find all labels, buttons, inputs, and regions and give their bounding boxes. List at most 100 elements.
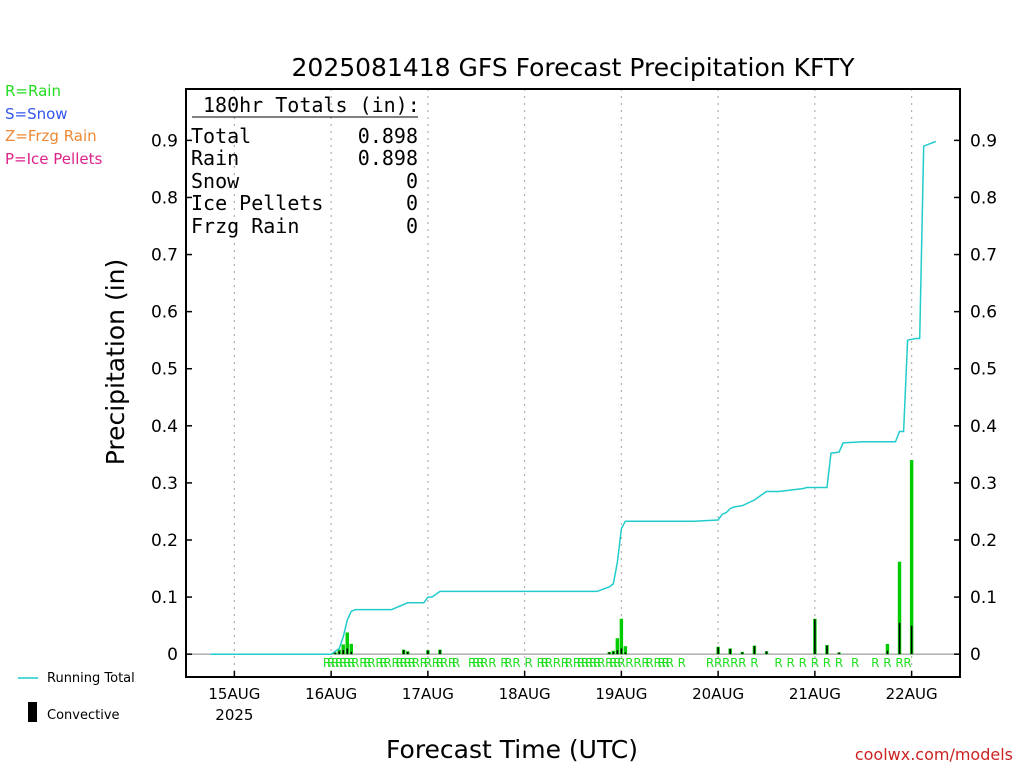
ptype-mark-62: R bbox=[706, 656, 714, 670]
ptype-mark-0: R bbox=[323, 656, 331, 670]
y-tick-label-right-4: 0.4 bbox=[970, 417, 997, 437]
convective-bar-14 bbox=[717, 647, 719, 655]
totals-value-rain: 0.898 bbox=[358, 146, 418, 170]
totals-label-total: Total bbox=[191, 124, 251, 148]
ptype-mark-40: R bbox=[561, 656, 569, 670]
legend-running-total-label: Running Total bbox=[47, 671, 135, 686]
ptype-mark-72: R bbox=[823, 656, 831, 670]
ptype-mark-35: R bbox=[524, 656, 532, 670]
totals-header: 180hr Totals (in): bbox=[203, 93, 420, 117]
ptype-mark-24: R bbox=[440, 656, 448, 670]
y-tick-label-left-1: 0.1 bbox=[151, 588, 178, 608]
convective-bar-11 bbox=[616, 650, 619, 655]
y-tick-label-left-7: 0.7 bbox=[151, 246, 178, 266]
ptype-mark-78: R bbox=[903, 656, 911, 670]
y-tick-label-left-5: 0.5 bbox=[151, 360, 178, 380]
ptype-mark-50: R bbox=[609, 656, 617, 670]
ptype-mark-49: R bbox=[605, 656, 613, 670]
x-tick-label-7: 22AUG bbox=[886, 685, 938, 703]
ptype-mark-76: R bbox=[883, 656, 891, 670]
ptype-mark-63: R bbox=[714, 656, 722, 670]
ptype-mark-5: R bbox=[343, 656, 351, 670]
ptype-mark-31: R bbox=[488, 656, 496, 670]
totals-box: 180hr Totals (in): Total 0.898 Rain 0.89… bbox=[191, 93, 420, 238]
y-tick-label-right-1: 0.1 bbox=[970, 588, 997, 608]
convective-bar-12 bbox=[620, 648, 623, 655]
y-tick-label-left-8: 0.8 bbox=[151, 188, 178, 208]
credit-text: coolwx.com/models bbox=[855, 745, 1013, 764]
precip-bar-12 bbox=[619, 618, 624, 655]
ptype-mark-64: R bbox=[722, 656, 730, 670]
ptype-mark-3: R bbox=[335, 656, 343, 670]
x-tick-label-0: 15AUG bbox=[208, 685, 260, 703]
y-tick-label-left-0: 0 bbox=[167, 645, 178, 665]
series-legend: Running Total Convective bbox=[18, 671, 135, 723]
ptype-mark-22: R bbox=[432, 656, 440, 670]
ptype-mark-73: R bbox=[835, 656, 843, 670]
ptype-mark-42: R bbox=[573, 656, 581, 670]
ptype-mark-32: R bbox=[500, 656, 508, 670]
precip-bar-11 bbox=[615, 638, 620, 655]
ptype-mark-1: R bbox=[327, 656, 335, 670]
ptype-mark-45: R bbox=[585, 656, 593, 670]
ptype-mark-41: R bbox=[565, 656, 573, 670]
y-tick-label-right-0: 0 bbox=[970, 645, 981, 665]
precip-bar-22 bbox=[885, 643, 890, 655]
ptype-mark-57: R bbox=[653, 656, 661, 670]
ptype-mark-55: R bbox=[641, 656, 649, 670]
x-tick-label-3: 18AUG bbox=[499, 685, 551, 703]
y-tick-label-right-9: 0.9 bbox=[970, 131, 997, 151]
y-tick-label-right-3: 0.3 bbox=[970, 474, 997, 494]
convective-bar-23 bbox=[898, 622, 901, 655]
x-tick-label-5: 20AUG bbox=[692, 685, 744, 703]
ptype-mark-54: R bbox=[633, 656, 641, 670]
totals-value-ice-pellets: 0 bbox=[406, 191, 418, 215]
ptype-mark-39: R bbox=[553, 656, 561, 670]
ptype-mark-75: R bbox=[871, 656, 879, 670]
precip-bar-3 bbox=[345, 632, 349, 655]
ptype-mark-7: R bbox=[351, 656, 359, 670]
ptype-mark-17: R bbox=[404, 656, 412, 670]
convective-bar-17 bbox=[753, 646, 756, 655]
convective-bar-7 bbox=[427, 650, 429, 655]
y-tick-label-left-2: 0.2 bbox=[151, 531, 178, 551]
convective-bar-1 bbox=[338, 651, 340, 655]
convective-bar-21 bbox=[838, 652, 840, 655]
ptype-mark-46: R bbox=[589, 656, 597, 670]
ptype-legend-snow: S=Snow bbox=[5, 105, 68, 123]
ptype-mark-20: R bbox=[420, 656, 428, 670]
x-year-label: 2025 bbox=[215, 706, 253, 724]
convective-bar-2 bbox=[342, 650, 344, 655]
ptype-mark-38: R bbox=[545, 656, 553, 670]
ptype-mark-71: R bbox=[811, 656, 819, 670]
x-tick-label-1: 16AUG bbox=[305, 685, 357, 703]
ptype-mark-2: R bbox=[331, 656, 339, 670]
ptype-mark-60: R bbox=[666, 656, 674, 670]
convective-bar-3 bbox=[346, 648, 349, 655]
y-tick-label-left-9: 0.9 bbox=[151, 131, 178, 151]
ptype-mark-14: R bbox=[391, 656, 399, 670]
ptype-mark-4: R bbox=[339, 656, 347, 670]
ptype-mark-23: R bbox=[436, 656, 444, 670]
ptype-mark-77: R bbox=[895, 656, 903, 670]
convective-bar-16 bbox=[741, 652, 744, 655]
convective-bar-15 bbox=[729, 649, 731, 655]
ptype-mark-8: R bbox=[359, 656, 367, 670]
precip-bar-24 bbox=[909, 460, 914, 655]
ptype-legend-rain: R=Rain bbox=[5, 82, 61, 100]
convective-bar-13 bbox=[624, 652, 627, 655]
x-axis-label: Forecast Time (UTC) bbox=[386, 735, 638, 764]
ptype-mark-53: R bbox=[625, 656, 633, 670]
ptype-mark-69: R bbox=[787, 656, 795, 670]
ptype-mark-68: R bbox=[774, 656, 782, 670]
legend-convective-swatch bbox=[28, 702, 37, 722]
ptype-mark-34: R bbox=[512, 656, 520, 670]
ptype-mark-51: R bbox=[613, 656, 621, 670]
convective-bar-4 bbox=[350, 651, 353, 655]
ptype-mark-36: R bbox=[537, 656, 545, 670]
y-tick-label-right-6: 0.6 bbox=[970, 303, 997, 323]
convective-bar-19 bbox=[814, 619, 816, 655]
chart-title: 2025081418 GFS Forecast Precipitation KF… bbox=[292, 53, 856, 82]
totals-label-rain: Rain bbox=[191, 146, 239, 170]
